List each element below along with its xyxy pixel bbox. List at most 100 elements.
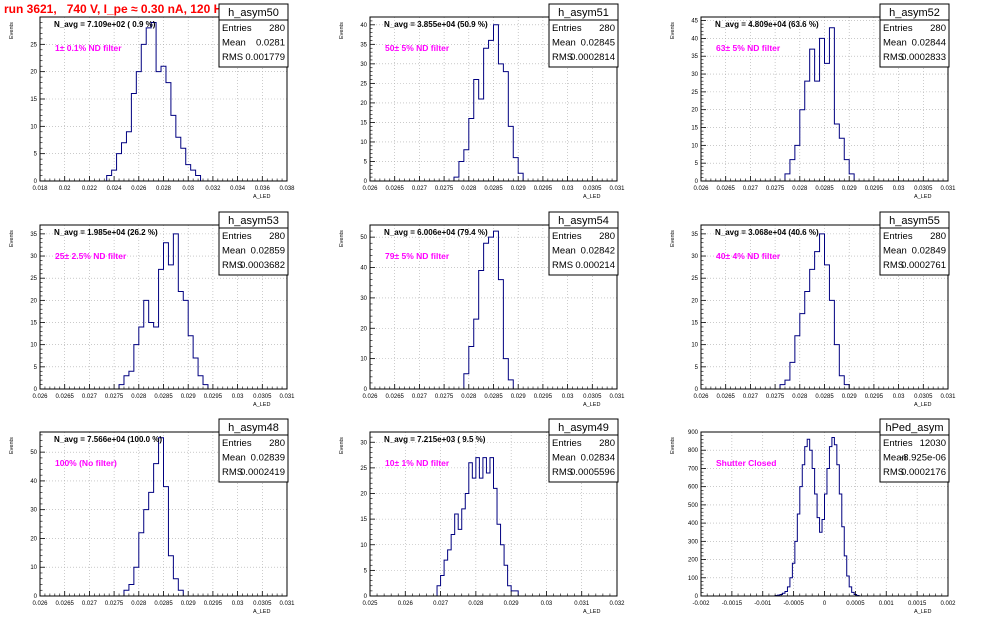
x-tick-label: 0.0295 [204, 394, 223, 400]
x-tick-label: 0.028 [468, 601, 484, 607]
y-tick-label: 10 [30, 124, 37, 130]
y-tick-label: 45 [691, 19, 698, 25]
x-tick-label: 0.0305 [253, 394, 272, 400]
y-tick-label: 15 [360, 120, 367, 126]
y-axis-label: Events [9, 437, 15, 454]
stats-key: Entries [552, 231, 582, 242]
y-tick-label: 20 [691, 298, 698, 304]
y-tick-label: 0 [364, 594, 368, 600]
stats-key: Entries [883, 23, 913, 34]
histogram-panel: 0.026 0.0265 0.027 0.0275 0.028 0.0285 0.029 0.… [9, 211, 295, 408]
y-tick-label: 700 [688, 466, 699, 472]
stats-key: Mean [222, 246, 246, 257]
y-tick-label: 30 [30, 254, 37, 260]
y-tick-label: 20 [30, 298, 37, 304]
stats-value: 0.0002176 [901, 467, 946, 478]
stats-key: RMS [552, 52, 573, 63]
x-tick-label: 0.0265 [717, 394, 736, 400]
stats-value: 0.0002833 [901, 52, 946, 63]
y-tick-label: 30 [691, 254, 698, 260]
histogram-panel: 0.026 0.0265 0.027 0.0275 0.028 0.0285 0.029 0.… [339, 211, 625, 408]
x-tick-label: 0.0295 [865, 394, 884, 400]
y-tick-label: 15 [30, 321, 37, 327]
histogram-bars [118, 233, 209, 389]
x-axis-label: A_LED [253, 609, 270, 615]
y-tick-label: 10 [360, 543, 367, 549]
histogram-bars [774, 436, 860, 596]
x-tick-label: -0.001 [754, 601, 772, 607]
y-axis-label: Events [339, 437, 345, 454]
x-tick-label: 0.029 [842, 394, 858, 400]
y-tick-label: 40 [30, 479, 37, 485]
y-tick-label: 10 [691, 343, 698, 349]
stats-value: 0.02839 [251, 453, 285, 464]
y-tick-label: 10 [30, 565, 37, 571]
y-tick-label: 25 [360, 466, 367, 472]
histogram-panel: 0.026 0.0265 0.027 0.0275 0.028 0.0285 0.029 0.… [670, 3, 956, 200]
stats-value: 12030 [920, 438, 946, 449]
x-tick-label: 0.031 [279, 394, 295, 400]
x-tick-label: 0.027 [433, 601, 449, 607]
x-axis-label: A_LED [253, 402, 270, 408]
histogram-name: h_asym54 [558, 215, 609, 227]
x-tick-label: 0.031 [609, 394, 625, 400]
n-avg-header: N_avg = 7.566e+04 (100.0 %) [54, 435, 162, 444]
filter-label: 100% (No filter) [55, 458, 117, 468]
y-tick-label: 20 [360, 492, 367, 498]
x-tick-label: 0.032 [609, 601, 625, 607]
x-tick-label: 0.028 [156, 186, 172, 192]
x-tick-label: 0.028 [461, 186, 477, 192]
histogram-bars [436, 457, 519, 596]
stats-value: 280 [269, 438, 285, 449]
histogram-bars [106, 21, 202, 181]
stats-value: 0.001779 [245, 52, 285, 63]
stats-box [218, 418, 289, 483]
stats-value: 0.02834 [581, 453, 615, 464]
x-tick-label: 0.0285 [154, 601, 173, 607]
y-tick-label: 50 [30, 450, 37, 456]
x-tick-label: 0.032 [205, 186, 221, 192]
stats-value: 0.02842 [581, 246, 615, 257]
stats-key: Entries [222, 438, 252, 449]
histogram-panel: 0.018 0.02 0.022 0.024 0.026 0.028 0.03 0.032 0.… [9, 3, 295, 200]
filter-label: 10± 1% ND filter [385, 458, 450, 468]
stats-key: RMS [222, 52, 243, 63]
x-tick-label: 0.027 [412, 394, 428, 400]
stats-value: 280 [599, 23, 615, 34]
stats-value: 0.000214 [575, 260, 615, 271]
x-tick-label: -0.0005 [783, 601, 804, 607]
x-tick-label: 0.029 [181, 394, 197, 400]
histogram-name: h_asym53 [228, 215, 279, 227]
filter-label: 40± 4% ND filter [716, 251, 781, 261]
histogram-name: h_asym55 [889, 215, 940, 227]
stats-key: Entries [222, 231, 252, 242]
y-tick-label: 10 [360, 140, 367, 146]
y-tick-label: 20 [30, 70, 37, 76]
x-tick-label: 0.0305 [253, 601, 272, 607]
stats-box [879, 3, 950, 68]
histogram-bars [784, 27, 855, 181]
x-tick-label: 0.0275 [435, 186, 454, 192]
stats-value: 280 [599, 438, 615, 449]
stats-box [548, 211, 619, 276]
stats-box [548, 418, 619, 483]
y-axis-label: Events [9, 22, 15, 39]
x-tick-label: 0.026 [693, 186, 709, 192]
y-tick-label: 5 [34, 152, 38, 158]
y-tick-label: 15 [691, 321, 698, 327]
n-avg-header: N_avg = 3.855e+04 (50.9 %) [384, 20, 488, 29]
x-tick-label: 0.027 [743, 186, 759, 192]
x-tick-label: 0.0305 [914, 186, 933, 192]
x-tick-label: 0.031 [940, 186, 956, 192]
y-tick-label: 15 [30, 97, 37, 103]
x-tick-label: 0.0285 [815, 186, 834, 192]
y-tick-label: 20 [360, 326, 367, 332]
filter-label: 63± 5% ND filter [716, 43, 781, 53]
n-avg-header: N_avg = 4.809e+04 (63.6 %) [715, 20, 819, 29]
stats-key: RMS [552, 260, 573, 271]
y-tick-label: 300 [688, 539, 699, 545]
x-tick-label: 0.028 [461, 394, 477, 400]
stats-value: 0.0002761 [901, 260, 946, 271]
y-tick-label: 5 [34, 365, 38, 371]
histogram-bars [123, 437, 184, 596]
